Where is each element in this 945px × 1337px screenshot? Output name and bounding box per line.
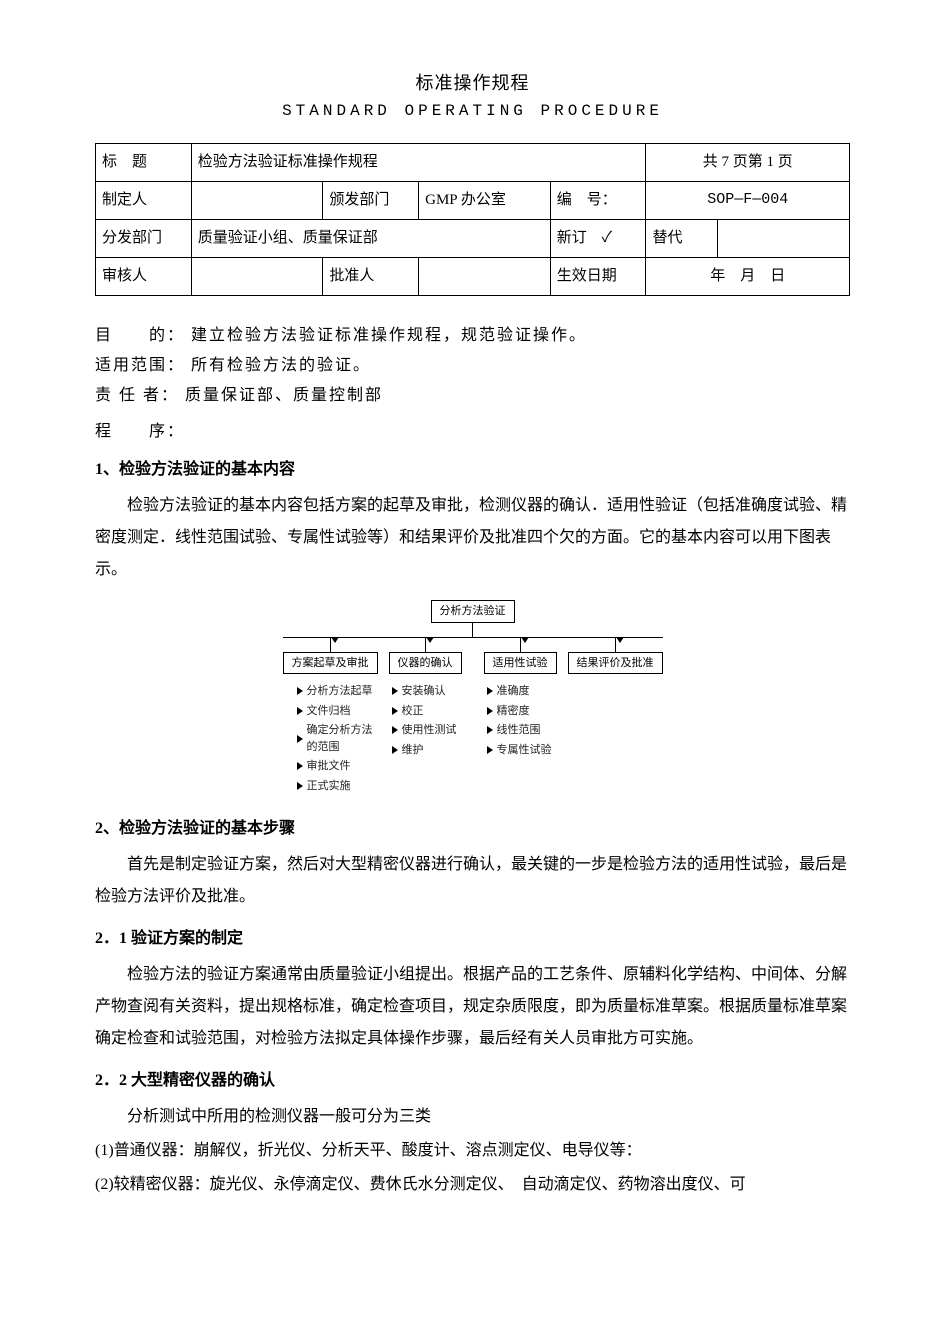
hdr-approver-label: 批准人 (323, 258, 419, 296)
hdr-approver-value (419, 258, 551, 296)
diagram-item: 校正 (402, 703, 424, 720)
hdr-author-value (191, 182, 323, 220)
meta-scope: 适用范围： 所有检验方法的验证。 (95, 354, 850, 378)
table-row: 审核人 批准人 生效日期 年 月 日 (96, 258, 850, 296)
table-row: 制定人 颁发部门 GMP 办公室 编 号： SOP—F—004 (96, 182, 850, 220)
diagram-box: 仪器的确认 (389, 652, 462, 675)
title-block: 标准操作规程 STANDARD OPERATING PROCEDURE (95, 70, 850, 123)
hdr-eff-value: 年 月 日 (646, 258, 850, 296)
diagram-item: 精密度 (497, 703, 530, 720)
hdr-new-label: 新订 ✓ (550, 220, 646, 258)
section-2-2-heading: 2．2 大型精密仪器的确认 (95, 1069, 850, 1093)
diagram-columns: 方案起草及审批 分析方法起草 文件归档 确定分析方法的范围 审批文件 正式实施 … (283, 638, 663, 798)
section-2-1-heading: 2．1 验证方案的制定 (95, 927, 850, 951)
meta-resp-key: 责 任 者： (95, 384, 179, 408)
section-2-para: 首先是制定验证方案，然后对大型精密仪器进行确认，最关键的一步是检验方法的适用性试… (95, 849, 850, 913)
hdr-dept-value: GMP 办公室 (419, 182, 551, 220)
diagram-col-3: 结果评价及批准 (568, 638, 663, 798)
meta-purpose: 目 的： 建立检验方法验证标准操作规程，规范验证操作。 (95, 324, 850, 348)
diagram-top-box: 分析方法验证 (431, 600, 515, 623)
hdr-dist-value: 质量验证小组、质量保证部 (191, 220, 550, 258)
diagram-item: 专属性试验 (497, 742, 552, 759)
diagram-item: 文件归档 (307, 703, 351, 720)
section-2-heading: 2、检验方法验证的基本步骤 (95, 817, 850, 841)
section-2-2-li1: (1)普通仪器：崩解仪，折光仪、分析天平、酸度计、溶点测定仪、电导仪等： (95, 1135, 850, 1167)
diagram-item: 确定分析方法的范围 (307, 722, 378, 755)
meta-scope-key: 适用范围： (95, 354, 185, 378)
meta-scope-val: 所有检验方法的验证。 (191, 357, 371, 374)
hdr-eff-label: 生效日期 (550, 258, 646, 296)
diagram-box: 结果评价及批准 (568, 652, 663, 675)
section-2-1-para: 检验方法的验证方案通常由质量验证小组提出。根据产品的工艺条件、原辅料化学结构、中… (95, 959, 850, 1055)
hdr-reviewer-label: 审核人 (96, 258, 192, 296)
meta-proc-key: 程 序： (95, 420, 185, 444)
diagram-col-0: 方案起草及审批 分析方法起草 文件归档 确定分析方法的范围 审批文件 正式实施 (283, 638, 378, 798)
hdr-title-value: 检验方法验证标准操作规程 (191, 144, 646, 182)
hdr-replace-value (718, 220, 850, 258)
hierarchy-diagram: 分析方法验证 方案起草及审批 分析方法起草 文件归档 确定分析方法的范围 审批文… (243, 600, 703, 797)
table-row: 分发部门 质量验证小组、质量保证部 新订 ✓ 替代 (96, 220, 850, 258)
title-cn: 标准操作规程 (95, 70, 850, 97)
section-2-2-li2: (2)较精密仪器：旋光仪、永停滴定仪、费休氏水分测定仪、 自动滴定仪、药物溶出度… (95, 1169, 850, 1201)
diagram-item: 分析方法起草 (307, 683, 373, 700)
hdr-reviewer-value (191, 258, 323, 296)
hdr-pages: 共 7 页第 1 页 (646, 144, 850, 182)
hdr-replace-label: 替代 (646, 220, 718, 258)
diagram-item: 审批文件 (307, 758, 351, 775)
section-2-2-para: 分析测试中所用的检测仪器一般可分为三类 (95, 1101, 850, 1133)
meta-proc: 程 序： (95, 420, 850, 444)
section-1-heading: 1、检验方法验证的基本内容 (95, 458, 850, 482)
hdr-author-label: 制定人 (96, 182, 192, 220)
diagram-box: 适用性试验 (484, 652, 557, 675)
hdr-code-value: SOP—F—004 (646, 182, 850, 220)
hdr-dept-label: 颁发部门 (323, 182, 419, 220)
meta-resp-val: 质量保证部、质量控制部 (185, 387, 383, 404)
diagram-col-1: 仪器的确认 安装确认 校正 使用性测试 维护 (378, 638, 473, 798)
hdr-title-label: 标 题 (96, 144, 192, 182)
meta-resp: 责 任 者： 质量保证部、质量控制部 (95, 384, 850, 408)
table-row: 标 题 检验方法验证标准操作规程 共 7 页第 1 页 (96, 144, 850, 182)
diagram-item: 线性范围 (497, 722, 541, 739)
title-en: STANDARD OPERATING PROCEDURE (95, 99, 850, 123)
hdr-dist-label: 分发部门 (96, 220, 192, 258)
diagram-item: 维护 (402, 742, 424, 759)
diagram-item: 使用性测试 (402, 722, 457, 739)
diagram-col-2: 适用性试验 准确度 精密度 线性范围 专属性试验 (473, 638, 568, 798)
meta-purpose-key: 目 的： (95, 324, 185, 348)
diagram-item: 准确度 (497, 683, 530, 700)
meta-purpose-val: 建立检验方法验证标准操作规程，规范验证操作。 (191, 327, 587, 344)
diagram-item: 正式实施 (307, 778, 351, 795)
hdr-code-label: 编 号： (550, 182, 646, 220)
diagram-box: 方案起草及审批 (283, 652, 378, 675)
section-1-para: 检验方法验证的基本内容包括方案的起草及审批，检测仪器的确认．适用性验证（包括准确… (95, 490, 850, 586)
diagram-item: 安装确认 (402, 683, 446, 700)
header-table: 标 题 检验方法验证标准操作规程 共 7 页第 1 页 制定人 颁发部门 GMP… (95, 143, 850, 296)
